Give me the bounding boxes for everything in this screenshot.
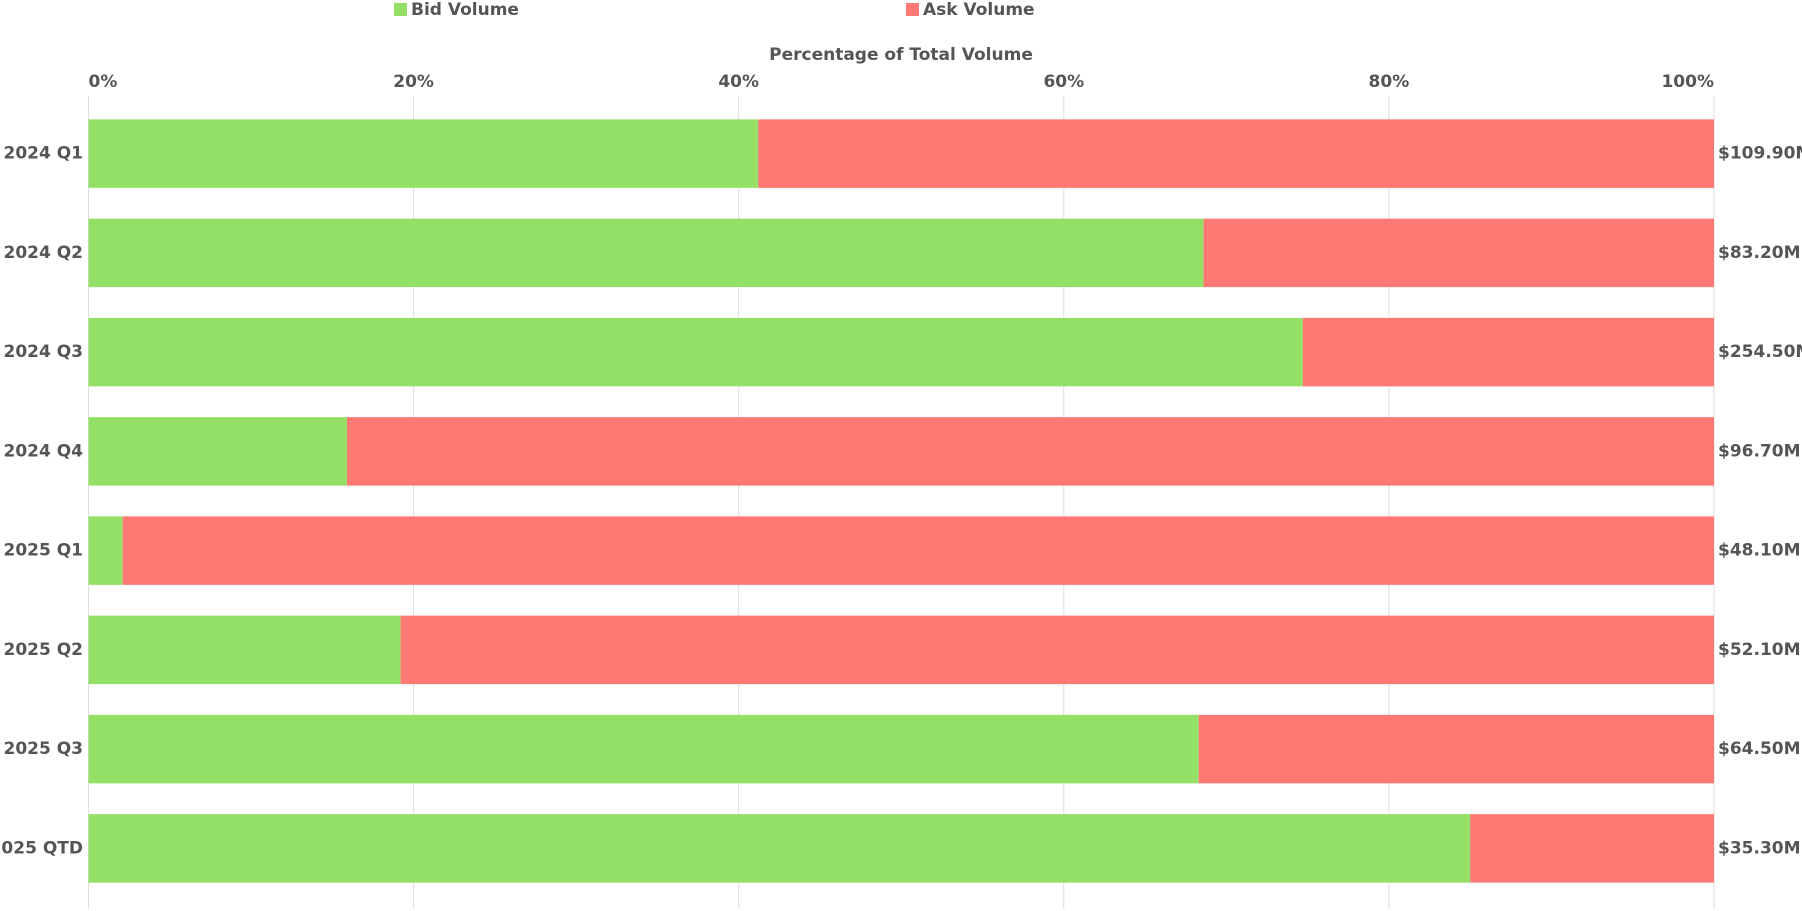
bar-segment bbox=[88, 317, 1303, 387]
legend-swatch bbox=[906, 3, 919, 16]
legend-label: Ask Volume bbox=[923, 0, 1035, 20]
y-tick-label: 2025 Q1 bbox=[3, 541, 83, 561]
total-label: $35.30M bbox=[1718, 838, 1801, 858]
y-tick-label: 2024 Q3 bbox=[3, 342, 83, 362]
bar-segment bbox=[88, 516, 123, 585]
total-label: $96.70M bbox=[1718, 441, 1801, 461]
bar-segment bbox=[1302, 317, 1714, 387]
y-tick-label: 2025 Q2 bbox=[3, 640, 83, 660]
bar-segment bbox=[88, 814, 1471, 883]
bar-segment bbox=[1198, 714, 1714, 784]
total-label: $109.90M bbox=[1718, 144, 1802, 164]
x-tick-label: 60% bbox=[1043, 72, 1084, 92]
bar-segment bbox=[346, 417, 1715, 486]
bar-segment bbox=[758, 119, 1714, 188]
y-tick-label: 2025 Q3 bbox=[3, 739, 83, 759]
x-tick-label: 0% bbox=[89, 72, 118, 92]
bar-segment bbox=[400, 615, 1715, 685]
bar-segment bbox=[88, 714, 1199, 784]
axis-title: Percentage of Total Volume bbox=[769, 45, 1033, 65]
total-label: $52.10M bbox=[1718, 640, 1801, 660]
y-tick-label: 2025 QTD bbox=[0, 838, 83, 858]
bar-segment bbox=[88, 615, 401, 685]
y-tick-label: 2024 Q2 bbox=[3, 243, 83, 263]
total-label: $64.50M bbox=[1718, 739, 1801, 759]
y-tick-label: 2024 Q1 bbox=[3, 144, 83, 164]
bar-segment bbox=[88, 417, 347, 486]
x-tick-label: 20% bbox=[393, 72, 434, 92]
total-label: $254.50M bbox=[1718, 342, 1802, 362]
x-tick-label: 100% bbox=[1661, 72, 1714, 92]
total-label: $83.20M bbox=[1718, 243, 1801, 263]
bar-segment bbox=[122, 516, 1714, 585]
legend-label: Bid Volume bbox=[411, 0, 519, 20]
x-tick-label: 40% bbox=[718, 72, 759, 92]
bar-segment bbox=[1470, 814, 1714, 883]
x-tick-label: 80% bbox=[1369, 72, 1410, 92]
legend-swatch bbox=[394, 3, 407, 16]
bar-segment bbox=[1203, 218, 1714, 288]
bar-segment bbox=[88, 119, 759, 188]
total-label: $48.10M bbox=[1718, 541, 1801, 561]
y-tick-label: 2024 Q4 bbox=[3, 441, 83, 461]
bar-segment bbox=[88, 218, 1204, 288]
